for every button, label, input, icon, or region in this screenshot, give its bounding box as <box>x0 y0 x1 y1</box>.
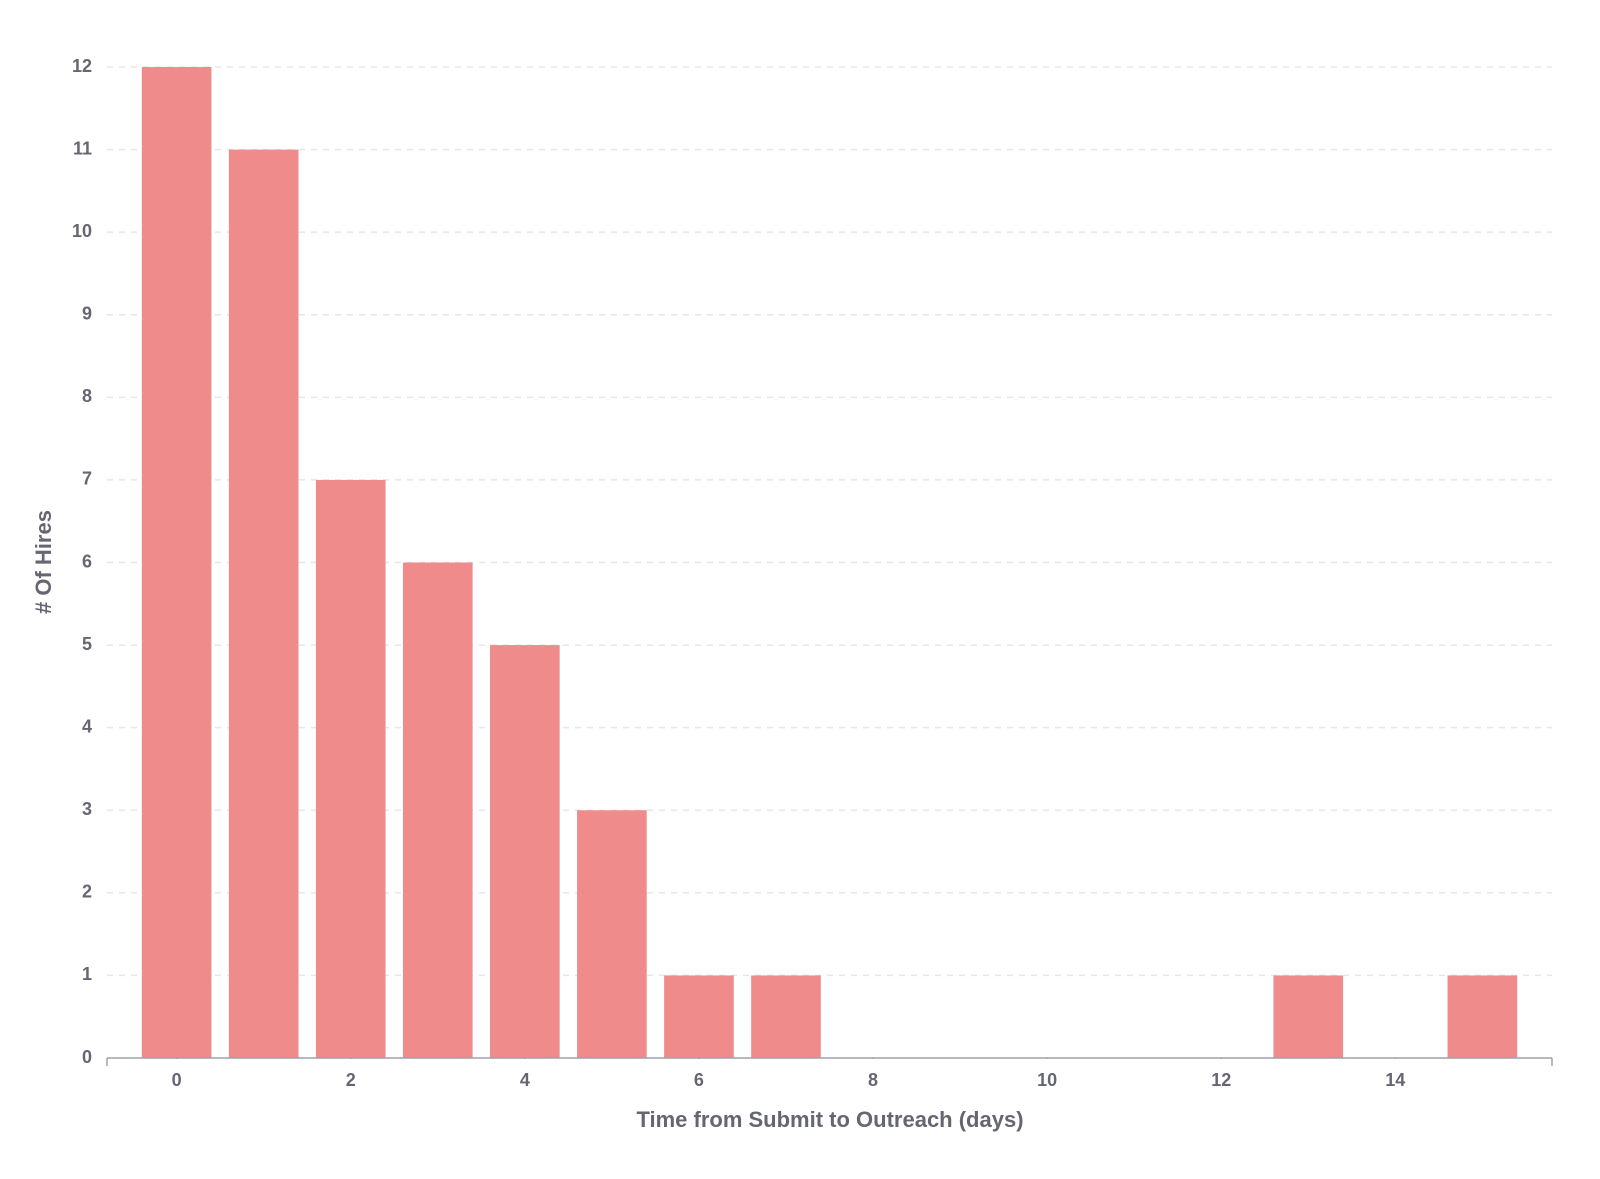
y-axis-label: # Of Hires <box>31 510 56 614</box>
y-tick-label: 12 <box>72 56 92 76</box>
bar <box>402 562 473 1058</box>
x-axis-label: Time from Submit to Outreach (days) <box>636 1107 1023 1132</box>
x-tick-label: 8 <box>868 1070 878 1090</box>
bar <box>664 975 734 1058</box>
y-tick-label: 0 <box>82 1047 92 1067</box>
x-tick-label: 0 <box>172 1070 182 1090</box>
bar <box>315 479 386 1059</box>
x-tick-label: 6 <box>694 1070 704 1090</box>
bar <box>1447 975 1518 1058</box>
y-tick-label: 9 <box>82 304 92 324</box>
x-tick-label: 2 <box>346 1070 356 1090</box>
bar <box>141 67 212 1058</box>
x-tick-label: 10 <box>1037 1070 1057 1090</box>
y-tick-label: 7 <box>82 469 92 489</box>
bar <box>490 645 560 1058</box>
y-tick-label: 3 <box>82 799 92 819</box>
y-tick-label: 11 <box>73 138 92 158</box>
y-tick-label: 8 <box>82 386 92 406</box>
y-tick-label: 5 <box>82 634 92 654</box>
x-tick-label: 12 <box>1211 1070 1231 1090</box>
bar <box>751 975 821 1058</box>
y-tick-label: 1 <box>82 964 92 984</box>
bar <box>228 149 299 1059</box>
y-tick-label: 6 <box>82 551 92 571</box>
x-tick-label: 4 <box>520 1070 530 1090</box>
y-tick-label: 4 <box>82 716 92 736</box>
y-tick-label: 2 <box>82 882 92 902</box>
bar <box>1273 975 1344 1058</box>
bar <box>577 810 647 1058</box>
x-tick-label: 14 <box>1385 1070 1405 1090</box>
y-tick-label: 10 <box>72 221 92 241</box>
